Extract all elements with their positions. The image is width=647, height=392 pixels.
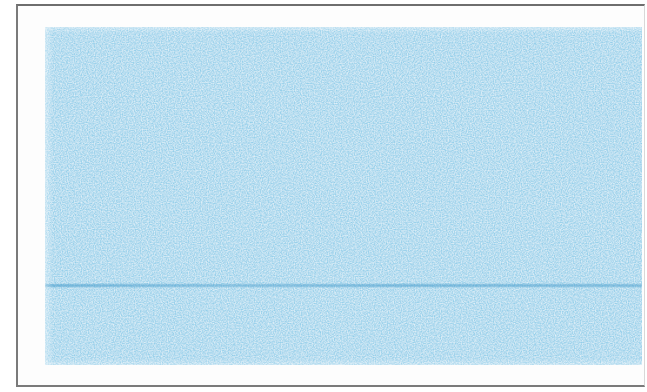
ink-texture (45, 27, 642, 365)
ink-grain (45, 27, 642, 365)
printhead-streak-line (45, 284, 642, 287)
cyan-ink-swatch (45, 27, 642, 365)
